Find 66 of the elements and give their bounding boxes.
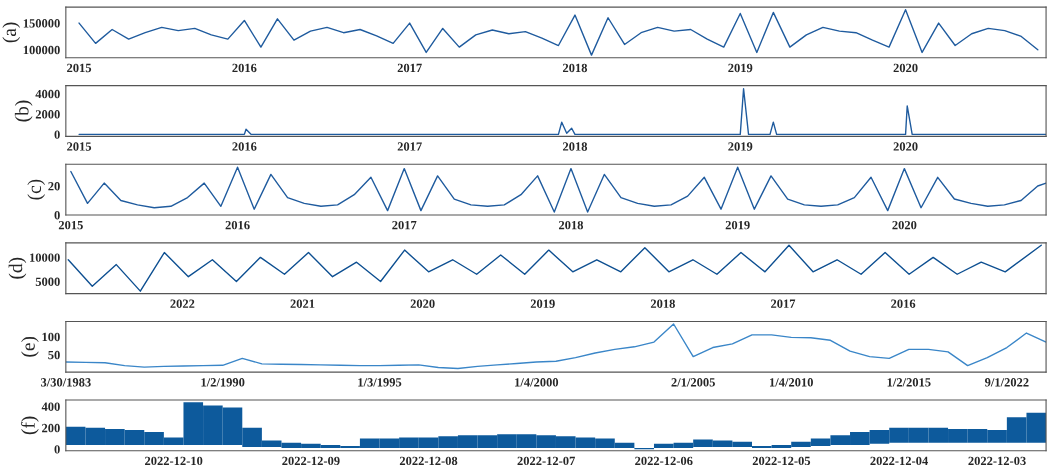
line-series bbox=[70, 166, 1047, 213]
x-tick-label: 2022 bbox=[170, 299, 195, 308]
x-tick-label: 2019 bbox=[725, 220, 750, 230]
y-tick-label: 0 bbox=[54, 211, 60, 220]
x-tick-label: 1/4/2010 bbox=[769, 378, 813, 387]
x-tick-label: 1/2/1990 bbox=[201, 378, 245, 387]
y-tick-label: 10000 bbox=[30, 253, 60, 262]
x-tick-label: 2022-12-09 bbox=[282, 456, 340, 466]
x-tick-label: 2019 bbox=[728, 142, 753, 151]
x-tick-label: 2015 bbox=[58, 220, 83, 230]
x-tick-label: 2/1/2005 bbox=[671, 378, 715, 387]
y-tick-label: 0 bbox=[54, 130, 60, 139]
line-series bbox=[65, 323, 1047, 370]
x-tick-label: 2022-12-06 bbox=[635, 456, 693, 466]
x-tick-label: 1/2/2015 bbox=[887, 378, 931, 387]
x-tick-label: 2017 bbox=[771, 299, 796, 308]
x-tick-label: 2020 bbox=[892, 220, 917, 230]
x-tick-label: 2022-12-05 bbox=[752, 456, 811, 466]
x-tick-label: 2022-12-10 bbox=[145, 456, 203, 466]
y-tick-label: 5000 bbox=[35, 277, 60, 286]
y-tick-label: 20 bbox=[48, 182, 60, 191]
x-tick-label: 2020 bbox=[893, 142, 918, 151]
x-tick-label: 2016 bbox=[225, 220, 250, 230]
x-tick-label: 2020 bbox=[410, 299, 435, 308]
x-tick-label: 2017 bbox=[397, 142, 422, 151]
line-series bbox=[67, 244, 1042, 292]
y-tick-label: 100 bbox=[42, 332, 60, 342]
line-series bbox=[78, 88, 1047, 136]
x-tick-label: 1/3/1995 bbox=[358, 378, 402, 387]
line-series bbox=[78, 9, 1039, 56]
x-tick-label: 2020 bbox=[893, 63, 918, 73]
y-tick-label: 2000 bbox=[35, 110, 60, 119]
y-axis-title: (c) bbox=[27, 179, 46, 200]
x-tick-label: 2018 bbox=[558, 220, 584, 230]
y-tick-label: 150000 bbox=[23, 19, 60, 28]
y-axis-title: (d) bbox=[8, 257, 27, 279]
x-tick-label: 9/1/2022 bbox=[984, 378, 1029, 387]
x-tick-label: 2015 bbox=[67, 142, 92, 151]
x-tick-label: 2019 bbox=[530, 299, 555, 308]
y-axis-title: (b) bbox=[14, 100, 33, 122]
x-tick-label: 2018 bbox=[650, 299, 675, 308]
x-tick-label: 2019 bbox=[728, 63, 753, 73]
y-tick-label: 200 bbox=[42, 423, 60, 433]
y-tick-label: 0 bbox=[54, 445, 60, 454]
x-tick-label: 2018 bbox=[562, 63, 588, 73]
x-tick-label: 2016 bbox=[232, 63, 257, 73]
x-tick-label: 2016 bbox=[232, 142, 257, 151]
x-tick-label: 2018 bbox=[562, 142, 588, 151]
x-tick-label: 2022-12-08 bbox=[399, 456, 458, 466]
x-tick-label: 1/4/2000 bbox=[515, 378, 559, 387]
y-tick-label: 400 bbox=[41, 402, 60, 411]
y-axis-title: (e) bbox=[21, 336, 39, 357]
x-tick-label: 3/30/1983 bbox=[40, 378, 91, 387]
y-tick-label: 100000 bbox=[23, 45, 60, 55]
x-tick-label: 2017 bbox=[397, 63, 422, 73]
y-axis-title: (f) bbox=[20, 416, 39, 435]
y-tick-label: 50 bbox=[48, 350, 60, 360]
x-tick-label: 2022-12-04 bbox=[870, 456, 928, 466]
x-tick-label: 2021 bbox=[290, 299, 315, 308]
x-tick-label: 2017 bbox=[392, 220, 417, 230]
x-tick-label: 2015 bbox=[67, 63, 92, 73]
x-tick-label: 2022-12-03 bbox=[968, 456, 1026, 466]
y-tick-label: 4000 bbox=[35, 89, 60, 99]
y-axis-title: (a) bbox=[2, 22, 21, 43]
x-tick-label: 2016 bbox=[891, 299, 916, 308]
x-tick-label: 2022-12-07 bbox=[517, 456, 576, 466]
